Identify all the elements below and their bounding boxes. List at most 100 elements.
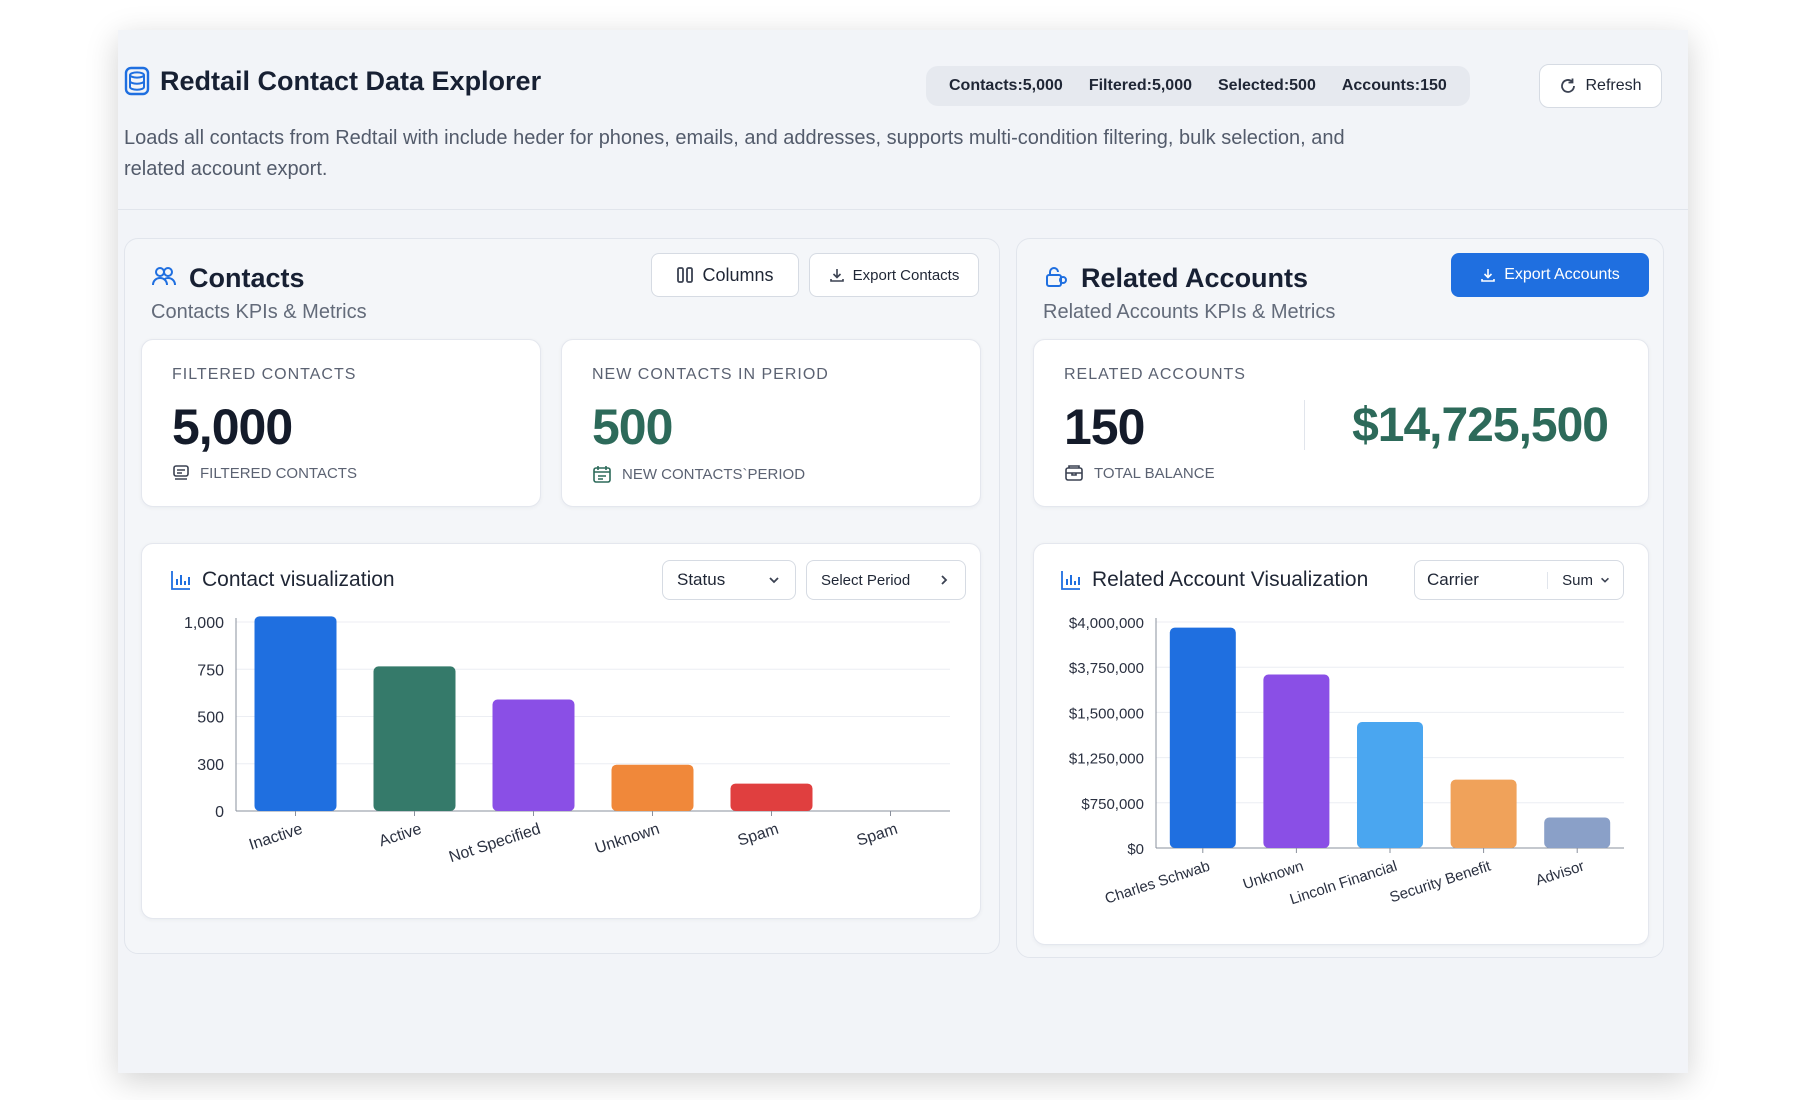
x-tick-label: Spam bbox=[855, 821, 900, 850]
kpi-new-contacts: NEW CONTACTS IN PERIOD 500 NEW CONTACTS`… bbox=[561, 339, 981, 507]
account-visualization-card: Related Account Visualization Carrier Su… bbox=[1033, 543, 1649, 945]
contacts-bar-chart: 0 300 500 750 1,000 Inactive Active Not Specifi… bbox=[184, 615, 950, 866]
export-accounts-button[interactable]: Export Accounts bbox=[1451, 253, 1649, 297]
x-tick-label: Unknown bbox=[593, 821, 662, 858]
kpi-foot: FILTERED CONTACTS bbox=[172, 464, 357, 482]
stat-value: 150 bbox=[1420, 77, 1447, 94]
export-contacts-button[interactable]: Export Contacts bbox=[809, 253, 979, 297]
kpi-filtered-contacts: FILTERED CONTACTS 5,000 FILTERED CONTACT… bbox=[141, 339, 541, 507]
refresh-label: Refresh bbox=[1585, 77, 1642, 94]
kpi-value: 150 bbox=[1064, 399, 1145, 455]
contacts-panel: Contacts Contacts KPIs & Metrics Columns… bbox=[124, 238, 1000, 954]
carrier-dropdown[interactable]: Carrier Sum bbox=[1414, 560, 1624, 600]
columns-label: Columns bbox=[702, 264, 774, 285]
stat-label: Filtered: bbox=[1088, 77, 1152, 94]
refresh-button[interactable]: Refresh bbox=[1539, 64, 1662, 108]
page-title: Redtail Contact Data Explorer bbox=[160, 66, 542, 96]
total-balance-value: $14,725,500 bbox=[1352, 399, 1609, 452]
x-tick-label: Lincoln Financial bbox=[1288, 858, 1400, 909]
x-tick-label: Active bbox=[377, 821, 424, 851]
download-icon bbox=[1481, 269, 1495, 282]
stat-contacts: Contacts:5,000 bbox=[936, 77, 1076, 95]
group-by-value: Status bbox=[677, 570, 726, 589]
kpi-foot: TOTAL BALANCE bbox=[1064, 464, 1215, 482]
wallet-icon bbox=[1065, 465, 1083, 481]
kpi-divider bbox=[1304, 400, 1305, 450]
stat-label: Accounts: bbox=[1341, 77, 1421, 94]
y-tick-label: 300 bbox=[197, 757, 224, 774]
chevron-right-icon bbox=[941, 575, 948, 585]
kpi-value: 500 bbox=[592, 399, 673, 455]
x-tick-label: Unknown bbox=[1241, 858, 1306, 893]
group-by-dropdown[interactable]: Status bbox=[662, 560, 796, 600]
aggregate-select[interactable]: Sum bbox=[1547, 571, 1611, 589]
x-tick-label: Security Benefit bbox=[1388, 857, 1494, 906]
y-tick-label: 500 bbox=[197, 710, 224, 727]
columns-button[interactable]: Columns bbox=[651, 253, 799, 297]
bar bbox=[254, 616, 337, 811]
page-description: Loads all contacts from Redtail with inc… bbox=[124, 127, 1345, 180]
y-tick-label: $750,000 bbox=[1081, 796, 1144, 813]
kpi-label: NEW CONTACTS IN PERIOD bbox=[592, 366, 829, 383]
y-tick-label: $1,250,000 bbox=[1069, 751, 1144, 768]
viz-title-text: Related Account Visualization bbox=[1092, 568, 1369, 591]
kpi-foot-label: FILTERED CONTACTS bbox=[200, 464, 357, 482]
bar-chart-icon bbox=[171, 571, 190, 590]
kpi-related-accounts: RELATED ACCOUNTS 150 $14,725,500 TOTAL B… bbox=[1033, 339, 1649, 507]
select-period-dropdown[interactable]: Select Period bbox=[806, 560, 966, 600]
bar bbox=[730, 783, 813, 811]
bar bbox=[373, 666, 456, 811]
accounts-subtitle: Related Accounts KPIs & Metrics bbox=[1043, 301, 1336, 323]
account-lock-icon bbox=[1046, 267, 1067, 287]
header: Redtail Contact Data Explorer Contacts:5… bbox=[118, 30, 1688, 210]
bar bbox=[1544, 817, 1611, 848]
y-tick-label: 1,000 bbox=[184, 615, 224, 632]
contact-card-icon bbox=[173, 465, 189, 480]
y-tick-label: 750 bbox=[197, 662, 224, 679]
export-contacts-label: Export Contacts bbox=[852, 266, 960, 284]
viz-title-text: Contact visualization bbox=[202, 568, 395, 591]
stat-selected: Selected:500 bbox=[1205, 77, 1329, 95]
kpi-label: FILTERED CONTACTS bbox=[172, 366, 357, 383]
columns-icon bbox=[677, 267, 694, 283]
stat-value: 5,000 bbox=[1022, 77, 1063, 94]
accounts-bar-chart: $0 $750,000 $1,250,000 $1,500,000 $3,750,000… bbox=[1069, 615, 1624, 909]
aggregate-value: Sum bbox=[1562, 571, 1593, 589]
y-tick-label: $0 bbox=[1127, 841, 1144, 858]
kpi-foot-label: NEW CONTACTS`PERIOD bbox=[622, 465, 806, 483]
stat-label: Selected: bbox=[1218, 77, 1290, 94]
bar-chart-icon bbox=[1061, 571, 1080, 590]
bar bbox=[1357, 722, 1423, 848]
refresh-icon bbox=[1561, 78, 1576, 93]
app-window: Redtail Contact Data Explorer Contacts:5… bbox=[118, 30, 1688, 1073]
chevron-down-icon bbox=[769, 577, 779, 584]
stat-value: 5,000 bbox=[1151, 77, 1192, 94]
x-tick-label: Charles Schwab bbox=[1103, 858, 1212, 908]
chevron-down-icon bbox=[1601, 577, 1609, 583]
bar bbox=[492, 699, 575, 811]
download-icon bbox=[829, 269, 844, 282]
stat-accounts: Accounts:150 bbox=[1329, 77, 1460, 95]
bar bbox=[611, 764, 694, 811]
carrier-value: Carrier bbox=[1427, 570, 1479, 589]
y-tick-label: 0 bbox=[215, 804, 224, 821]
x-tick-label: Advisor bbox=[1534, 858, 1587, 890]
stat-filtered: Filtered:5,000 bbox=[1076, 77, 1205, 95]
contacts-subtitle: Contacts KPIs & Metrics bbox=[151, 301, 367, 323]
kpi-foot-label: TOTAL BALANCE bbox=[1094, 464, 1215, 482]
kpi-foot: NEW CONTACTS`PERIOD bbox=[592, 464, 805, 484]
y-tick-label: $3,750,000 bbox=[1069, 660, 1144, 677]
kpi-value: 5,000 bbox=[172, 399, 293, 455]
bar bbox=[1450, 779, 1517, 848]
stat-label: Contacts: bbox=[949, 77, 1023, 94]
y-tick-label: $4,000,000 bbox=[1069, 615, 1144, 632]
stats-bar: Contacts:5,000 Filtered:5,000 Selected:5… bbox=[926, 66, 1470, 106]
users-icon bbox=[152, 267, 176, 286]
contact-visualization-card: Contact visualization Status Select Peri… bbox=[141, 543, 981, 919]
export-accounts-label: Export Accounts bbox=[1504, 266, 1620, 283]
x-tick-label: Inactive bbox=[247, 821, 305, 854]
accounts-title: Related Accounts bbox=[1081, 263, 1309, 293]
related-accounts-panel: Related Accounts Related Accounts KPIs &… bbox=[1016, 238, 1664, 958]
viz-title: Contact visualization bbox=[170, 568, 395, 592]
kpi-label: RELATED ACCOUNTS bbox=[1064, 366, 1246, 383]
